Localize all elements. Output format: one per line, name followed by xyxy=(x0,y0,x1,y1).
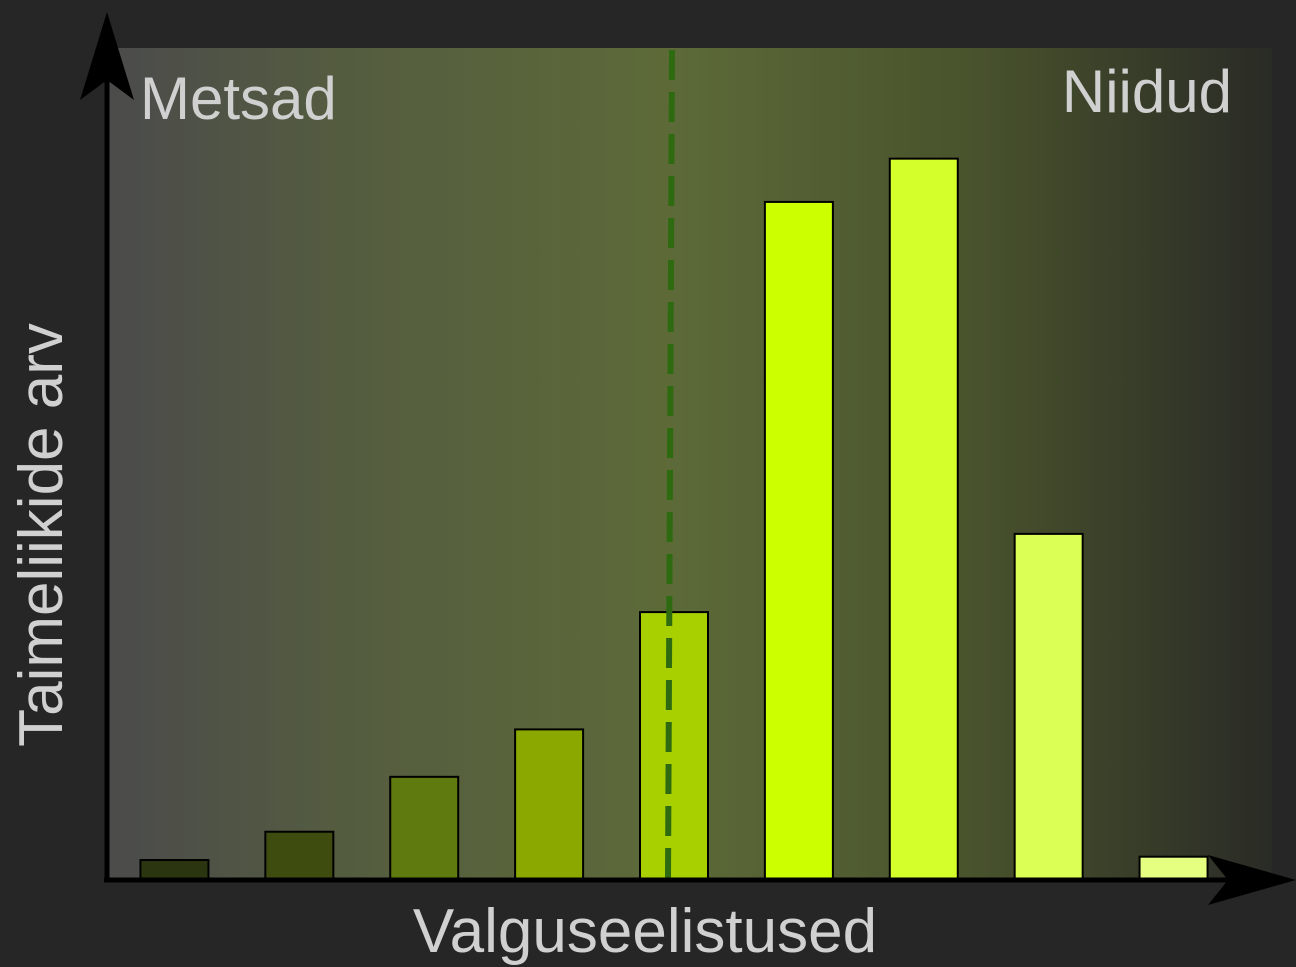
y-axis-arrow xyxy=(80,12,134,100)
annotation: Niidud xyxy=(1062,58,1232,125)
bar xyxy=(139,859,210,881)
bar xyxy=(389,775,460,881)
bar xyxy=(264,830,335,882)
bar xyxy=(1138,855,1209,881)
bar xyxy=(1013,532,1084,881)
divider-line xyxy=(665,49,675,881)
bar xyxy=(763,200,834,882)
annotation: Metsad xyxy=(140,65,337,132)
bar xyxy=(514,728,585,882)
x-axis-label: Valguseelistused xyxy=(413,897,877,966)
bar xyxy=(888,157,959,881)
y-axis-label: Taimeliikide arv xyxy=(7,323,76,747)
bar xyxy=(639,611,709,881)
x-axis-arrow xyxy=(1208,855,1296,905)
